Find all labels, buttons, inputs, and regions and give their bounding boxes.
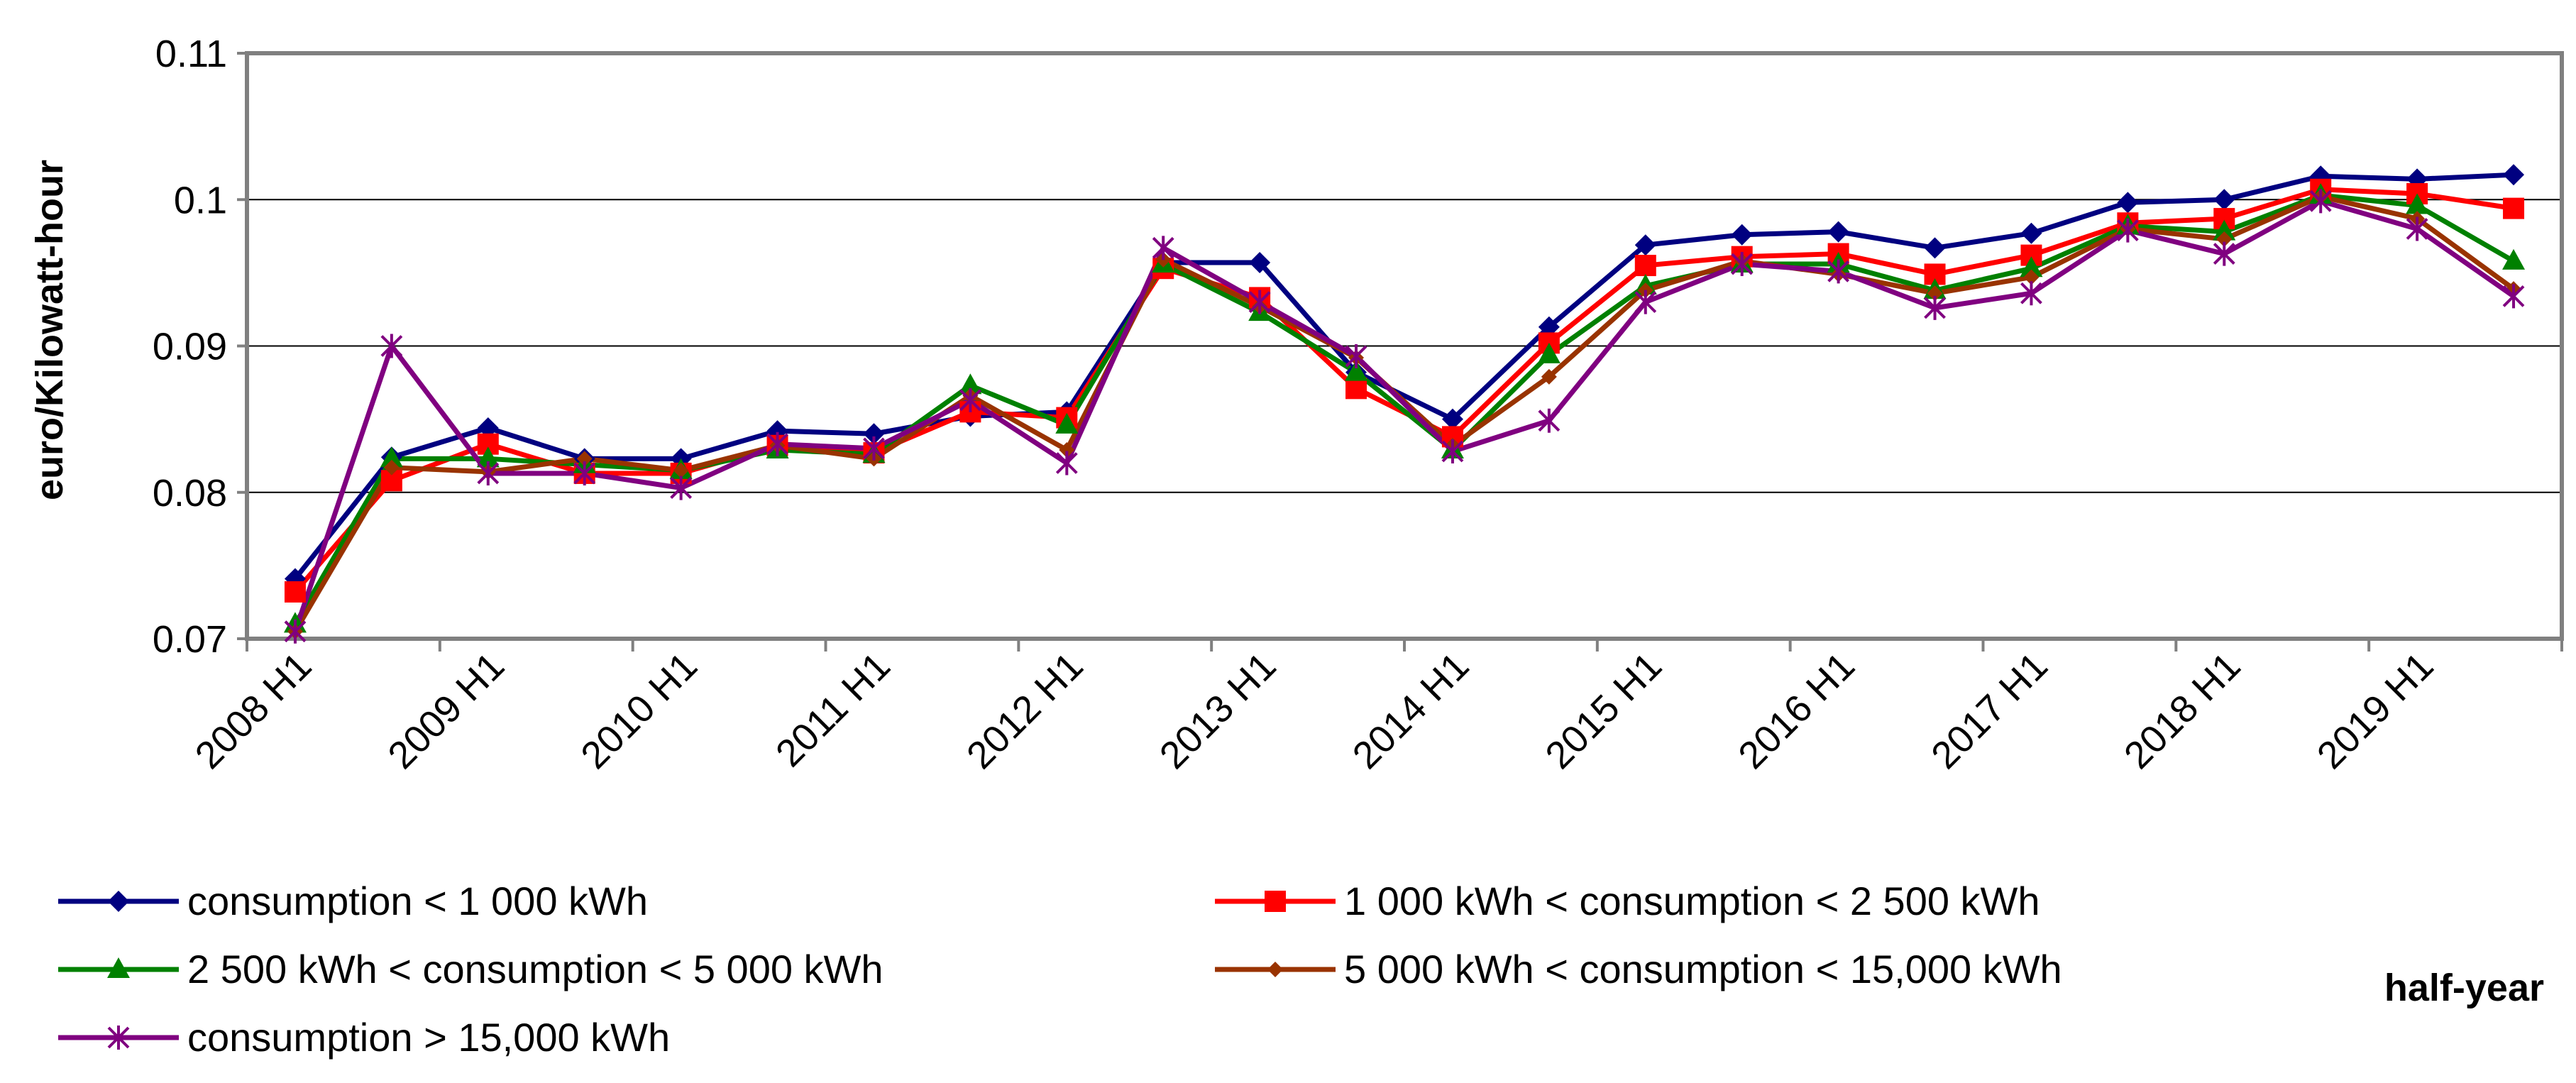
- data-point-series-5: [284, 619, 307, 644]
- legend-marker: [1265, 891, 1286, 912]
- data-point-series-3: [1537, 342, 1561, 363]
- data-point-series-4: [1541, 368, 1557, 385]
- data-point-series-4: [1927, 285, 1943, 302]
- data-point-series-5: [670, 475, 693, 500]
- data-point-series-3: [2502, 248, 2526, 270]
- data-point-series-5: [766, 431, 788, 456]
- data-point-series-4: [2023, 269, 2040, 285]
- legend-label-2: 1 000 kWh < consumption < 2 500 kWh: [1344, 879, 2040, 923]
- data-point-series-5: [2502, 284, 2525, 309]
- data-point-series-5: [1055, 451, 1078, 475]
- legend: consumption < 1 000 kWh 1 000 kWh < consu…: [58, 879, 2062, 1060]
- data-point-series-1: [2503, 164, 2525, 186]
- data-point-series-5: [2406, 216, 2428, 241]
- data-point-series-5: [1441, 439, 1464, 463]
- data-point-series-5: [1924, 295, 1946, 320]
- data-point-series-4: [673, 462, 689, 478]
- series-markers: [283, 164, 2526, 644]
- data-point-series-5: [959, 387, 981, 412]
- data-point-series-3: [2406, 193, 2429, 214]
- data-point-series-1: [477, 417, 499, 439]
- data-point-series-1: [2213, 189, 2235, 211]
- data-point-series-1: [1538, 316, 1560, 338]
- data-point-series-1: [1924, 237, 1946, 259]
- data-point-series-2: [2503, 197, 2525, 219]
- legend-label-1: consumption < 1 000 kWh: [187, 879, 648, 923]
- y-axis-label: euro/Kilowatt-hour: [28, 160, 71, 500]
- data-point-series-3: [2213, 219, 2236, 241]
- data-point-series-5: [1345, 343, 1367, 368]
- legend-marker: [107, 1026, 130, 1050]
- legend-marker: [108, 891, 129, 912]
- legend-label-4: 5 000 kWh < consumption < 15,000 kWh: [1344, 947, 2062, 991]
- series-line-5: [292, 198, 2516, 632]
- legend-marker: [107, 957, 130, 978]
- data-point-series-1: [1731, 224, 1753, 246]
- y-tick-label: 0.1: [174, 179, 227, 221]
- legend-marker: [1267, 962, 1283, 977]
- data-point-series-2: [284, 581, 306, 603]
- data-point-series-2: [1345, 378, 1367, 400]
- data-point-series-4: [1059, 441, 1075, 458]
- data-point-series-1: [1441, 408, 1463, 430]
- data-point-series-5: [1634, 290, 1657, 314]
- series-lines: [292, 172, 2516, 633]
- legend-label-3: 2 500 kWh < consumption < 5 000 kWh: [187, 947, 884, 991]
- data-point-series-5: [573, 461, 596, 485]
- data-point-series-1: [1634, 234, 1656, 256]
- data-point-series-1: [863, 423, 885, 445]
- y-tick-label: 0.08: [153, 472, 227, 515]
- data-point-series-4: [383, 459, 400, 475]
- data-point-series-5: [1731, 252, 1754, 276]
- data-point-series-1: [1249, 251, 1271, 273]
- data-point-series-5: [380, 334, 403, 358]
- data-point-series-5: [2116, 218, 2139, 243]
- data-point-series-5: [863, 436, 885, 461]
- data-point-series-3: [2020, 256, 2043, 277]
- data-point-series-5: [1827, 259, 1850, 284]
- data-point-series-2: [1634, 255, 1656, 277]
- x-axis-label: half-year: [2384, 967, 2544, 1009]
- data-point-series-1: [2020, 222, 2042, 244]
- data-point-series-5: [1538, 408, 1561, 433]
- y-tick-label: 0.07: [153, 618, 227, 661]
- data-point-series-3: [1055, 412, 1079, 434]
- data-point-series-3: [959, 373, 982, 395]
- data-point-series-1: [2117, 192, 2139, 214]
- legend-label-5: consumption > 15,000 kWh: [187, 1015, 670, 1060]
- data-point-series-5: [2213, 241, 2235, 266]
- data-point-series-5: [2309, 189, 2332, 214]
- y-tick-label: 0.09: [153, 326, 227, 368]
- data-point-series-1: [1827, 221, 1849, 243]
- series-line-1: [293, 172, 2514, 581]
- data-point-series-4: [2216, 231, 2233, 247]
- data-point-series-5: [1152, 236, 1174, 260]
- data-point-series-3: [380, 446, 403, 468]
- data-point-series-3: [476, 446, 500, 468]
- axis-ticks: [237, 52, 2563, 652]
- y-tick-label: 0.11: [155, 33, 227, 75]
- y-axis-tick-labels: 0.07 0.08 0.09 0.1 0.11: [153, 33, 227, 661]
- data-point-series-5: [477, 461, 500, 485]
- data-point-series-3: [1345, 360, 1368, 381]
- data-point-series-4: [576, 451, 593, 467]
- data-point-series-5: [2020, 281, 2042, 306]
- data-point-series-5: [1248, 290, 1271, 314]
